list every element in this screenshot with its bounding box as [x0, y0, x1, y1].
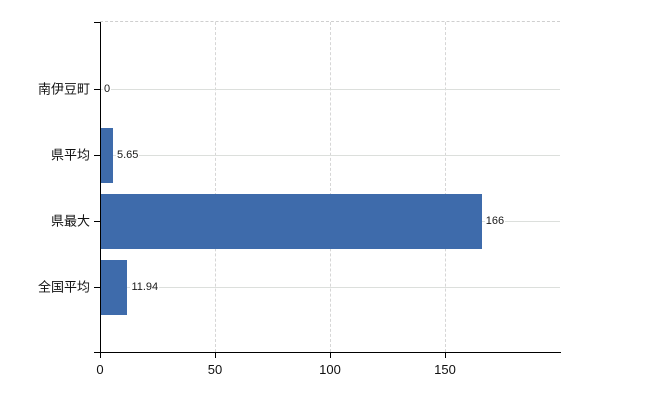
bar-pref-average — [100, 127, 113, 183]
bar-row-pref-average: 5.65 — [100, 127, 560, 183]
x-tick-label: 0 — [96, 362, 104, 377]
x-tick-label: 150 — [434, 362, 456, 377]
category-label-minamiizu: 南伊豆町 — [37, 81, 90, 97]
plot-top-border — [100, 21, 560, 22]
category-label-pref-average: 県平均 — [50, 147, 90, 163]
plot-area: 0 5.65 166 11.94 0 50 100 150 — [94, 21, 561, 377]
category-label-pref-max: 県最大 — [50, 213, 90, 229]
x-axis-tick — [330, 353, 331, 358]
x-tick-label: 100 — [319, 362, 341, 377]
vertical-gridline-150 — [445, 22, 446, 352]
row-gridline — [100, 88, 560, 90]
y-axis-tick — [94, 89, 100, 90]
bar-row-minamiizu: 0 — [100, 62, 560, 117]
category-label-national-average: 全国平均 — [37, 279, 90, 295]
x-axis-tick — [445, 353, 446, 358]
bar-row-pref-max: 166 — [100, 193, 560, 249]
bar-national-average — [100, 259, 128, 315]
row-gridline — [100, 154, 560, 156]
value-label: 0 — [103, 83, 112, 95]
value-label: 11.94 — [130, 281, 160, 293]
y-axis-tick — [94, 287, 100, 288]
vertical-gridline-50 — [215, 22, 216, 352]
y-axis-line — [100, 22, 101, 358]
y-axis-tick — [94, 221, 100, 222]
bar-row-national-average: 11.94 — [100, 259, 560, 315]
bar-pref-max — [100, 193, 482, 249]
value-label: 5.65 — [115, 149, 140, 161]
x-tick-label: 50 — [207, 362, 223, 377]
value-label: 166 — [484, 215, 506, 227]
y-axis-tick — [94, 155, 100, 156]
row-gridline — [100, 286, 560, 288]
x-axis-line — [94, 352, 561, 353]
x-axis-tick — [100, 353, 101, 358]
vertical-gridline-100 — [330, 22, 331, 352]
x-axis-tick — [215, 353, 216, 358]
y-axis-top-tick — [94, 22, 100, 23]
